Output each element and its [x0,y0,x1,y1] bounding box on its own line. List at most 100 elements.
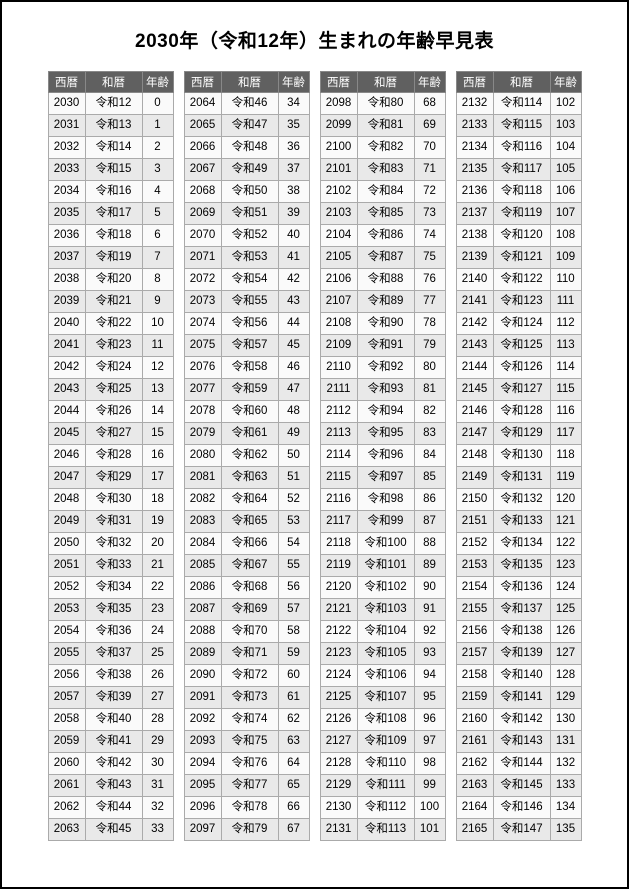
cell-era: 令和16 [85,181,142,203]
cell-era: 令和77 [221,775,278,797]
cell-age: 25 [142,643,173,665]
cell-age: 89 [414,555,445,577]
table-row: 2077令和5947 [184,379,309,401]
cell-year: 2126 [320,709,357,731]
cell-year: 2164 [456,797,493,819]
cell-age: 82 [414,401,445,423]
table-row: 2159令和141129 [456,687,581,709]
table-row: 2040令和2210 [48,313,173,335]
cell-year: 2033 [48,159,85,181]
cell-era: 令和79 [221,819,278,841]
cell-year: 2111 [320,379,357,401]
cell-age: 86 [414,489,445,511]
cell-year: 2114 [320,445,357,467]
cell-era: 令和107 [357,687,414,709]
cell-year: 2034 [48,181,85,203]
cell-year: 2073 [184,291,221,313]
cell-era: 令和100 [357,533,414,555]
cell-age: 62 [278,709,309,731]
cell-year: 2165 [456,819,493,841]
cell-era: 令和65 [221,511,278,533]
cell-age: 128 [550,665,581,687]
cell-year: 2072 [184,269,221,291]
table-row: 2139令和121109 [456,247,581,269]
cell-year: 2128 [320,753,357,775]
cell-age: 41 [278,247,309,269]
cell-year: 2091 [184,687,221,709]
table-row: 2136令和118106 [456,181,581,203]
cell-year: 2076 [184,357,221,379]
cell-year: 2069 [184,203,221,225]
page-frame: 2030年（令和12年）生まれの年齢早見表 西暦和暦年齢2030令和120203… [0,0,629,889]
cell-age: 94 [414,665,445,687]
cell-age: 57 [278,599,309,621]
cell-year: 2053 [48,599,85,621]
cell-year: 2043 [48,379,85,401]
cell-era: 令和28 [85,445,142,467]
cell-age: 5 [142,203,173,225]
age-table-1: 西暦和暦年齢2064令和46342065令和47352066令和48362067… [184,71,310,841]
cell-era: 令和134 [493,533,550,555]
cell-era: 令和114 [493,93,550,115]
cell-age: 50 [278,445,309,467]
cell-age: 3 [142,159,173,181]
cell-year: 2086 [184,577,221,599]
cell-age: 97 [414,731,445,753]
cell-year: 2119 [320,555,357,577]
cell-era: 令和36 [85,621,142,643]
cell-era: 令和52 [221,225,278,247]
cell-era: 令和83 [357,159,414,181]
cell-age: 51 [278,467,309,489]
table-row: 2098令和8068 [320,93,445,115]
cell-year: 2121 [320,599,357,621]
cell-era: 令和87 [357,247,414,269]
cell-era: 令和122 [493,269,550,291]
header-age: 年齢 [414,72,445,93]
table-row: 2137令和119107 [456,203,581,225]
table-row: 2042令和2412 [48,357,173,379]
cell-era: 令和32 [85,533,142,555]
cell-age: 60 [278,665,309,687]
header-age: 年齢 [142,72,173,93]
table-row: 2036令和186 [48,225,173,247]
tables-container: 西暦和暦年齢2030令和1202031令和1312032令和1422033令和1… [20,71,609,841]
header-year: 西暦 [184,72,221,93]
cell-era: 令和66 [221,533,278,555]
cell-year: 2115 [320,467,357,489]
cell-year: 2051 [48,555,85,577]
cell-year: 2063 [48,819,85,841]
cell-era: 令和136 [493,577,550,599]
cell-year: 2154 [456,577,493,599]
table-row: 2043令和2513 [48,379,173,401]
cell-year: 2038 [48,269,85,291]
table-row: 2157令和139127 [456,643,581,665]
cell-age: 31 [142,775,173,797]
cell-era: 令和19 [85,247,142,269]
cell-year: 2130 [320,797,357,819]
cell-age: 126 [550,621,581,643]
cell-era: 令和29 [85,467,142,489]
cell-year: 2032 [48,137,85,159]
cell-age: 53 [278,511,309,533]
cell-age: 73 [414,203,445,225]
cell-year: 2160 [456,709,493,731]
cell-age: 12 [142,357,173,379]
cell-age: 103 [550,115,581,137]
cell-year: 2088 [184,621,221,643]
cell-age: 36 [278,137,309,159]
table-row: 2143令和125113 [456,335,581,357]
cell-age: 84 [414,445,445,467]
cell-era: 令和78 [221,797,278,819]
cell-era: 令和133 [493,511,550,533]
table-row: 2085令和6755 [184,555,309,577]
table-row: 2138令和120108 [456,225,581,247]
age-table-2: 西暦和暦年齢2098令和80682099令和81692100令和82702101… [320,71,446,841]
cell-age: 75 [414,247,445,269]
cell-year: 2109 [320,335,357,357]
cell-year: 2103 [320,203,357,225]
cell-era: 令和135 [493,555,550,577]
cell-age: 16 [142,445,173,467]
cell-age: 108 [550,225,581,247]
cell-year: 2041 [48,335,85,357]
table-row: 2124令和10694 [320,665,445,687]
